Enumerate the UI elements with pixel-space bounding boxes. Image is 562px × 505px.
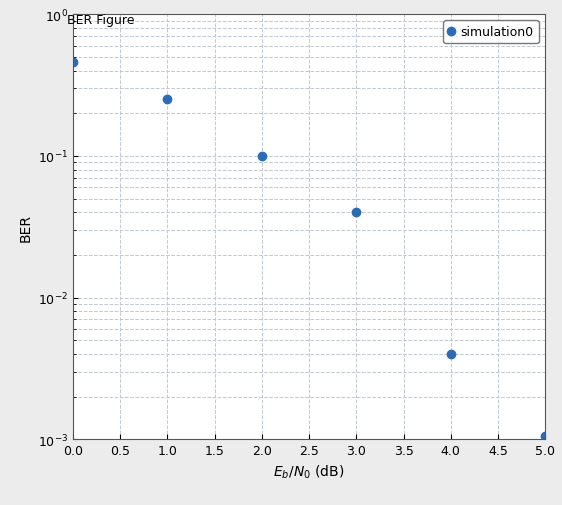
simulation0	[353, 210, 360, 216]
Y-axis label: BER: BER	[19, 213, 33, 241]
X-axis label: $\mathit{E_b/N_0}$ (dB): $\mathit{E_b/N_0}$ (dB)	[274, 463, 345, 480]
simulation0	[542, 433, 549, 439]
simulation0	[259, 154, 265, 160]
Line: simulation0: simulation0	[69, 59, 549, 440]
Legend: simulation0: simulation0	[443, 21, 539, 44]
simulation0	[70, 60, 76, 66]
simulation0	[447, 351, 454, 357]
Text: BER Figure: BER Figure	[67, 14, 135, 27]
simulation0	[164, 97, 171, 104]
